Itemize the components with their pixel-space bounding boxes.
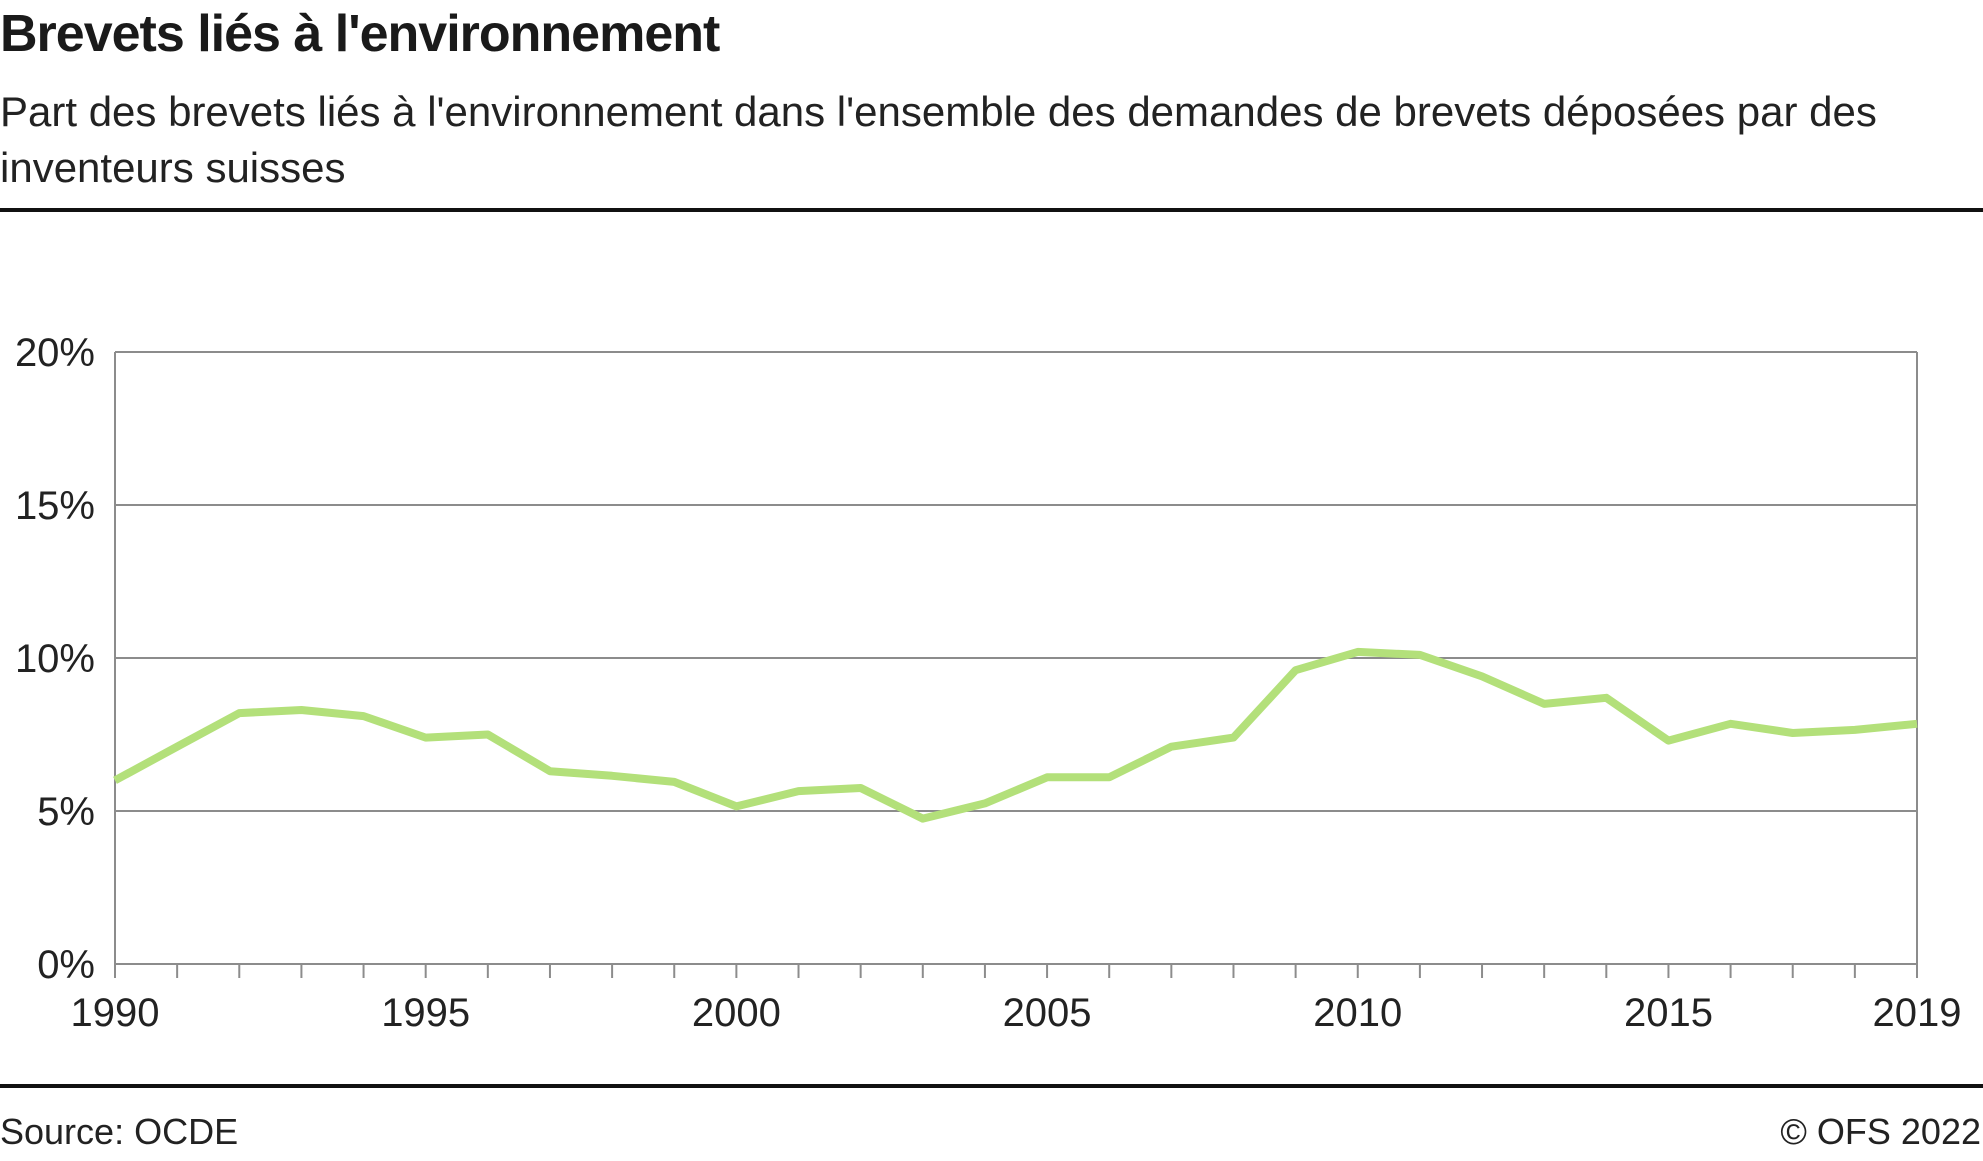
y-tick-label: 10% (15, 637, 95, 681)
x-tick-label: 1995 (381, 991, 470, 1035)
axes (114, 352, 1918, 965)
y-tick-label: 0% (37, 943, 95, 987)
bottom-divider (0, 1084, 1983, 1088)
x-axis-ticks: 1990 1995 2000 2005 2010 2015 2019 (71, 964, 1962, 1035)
grid-lines (115, 351, 1917, 965)
y-tick-label: 5% (37, 790, 95, 834)
chart-subtitle: Part des brevets liés à l'environnement … (0, 88, 1877, 191)
top-divider (0, 208, 1983, 212)
x-tick-label: 1990 (71, 991, 160, 1035)
line-chart: 0% 5% 10% 15% 20% 1990 1995 2000 2005 2010 2015 20… (15, 331, 1962, 1035)
y-tick-label: 20% (15, 331, 95, 375)
x-tick-label: 2019 (1873, 991, 1962, 1035)
series (113, 647, 1918, 823)
x-tick-label: 2005 (1003, 991, 1092, 1035)
x-tick-label: 2000 (692, 991, 781, 1035)
x-tick-label: 2010 (1313, 991, 1402, 1035)
chart-title: Brevets liés à l'environnement (0, 5, 720, 63)
source-note: Source: OCDE (0, 1111, 239, 1152)
y-axis-ticks: 0% 5% 10% 15% 20% (15, 331, 95, 987)
copyright-note: © OFS 2022 (1780, 1111, 1981, 1152)
y-tick-label: 15% (15, 484, 95, 528)
series-line-0 (113, 647, 1918, 823)
x-tick-label: 2015 (1624, 991, 1713, 1035)
